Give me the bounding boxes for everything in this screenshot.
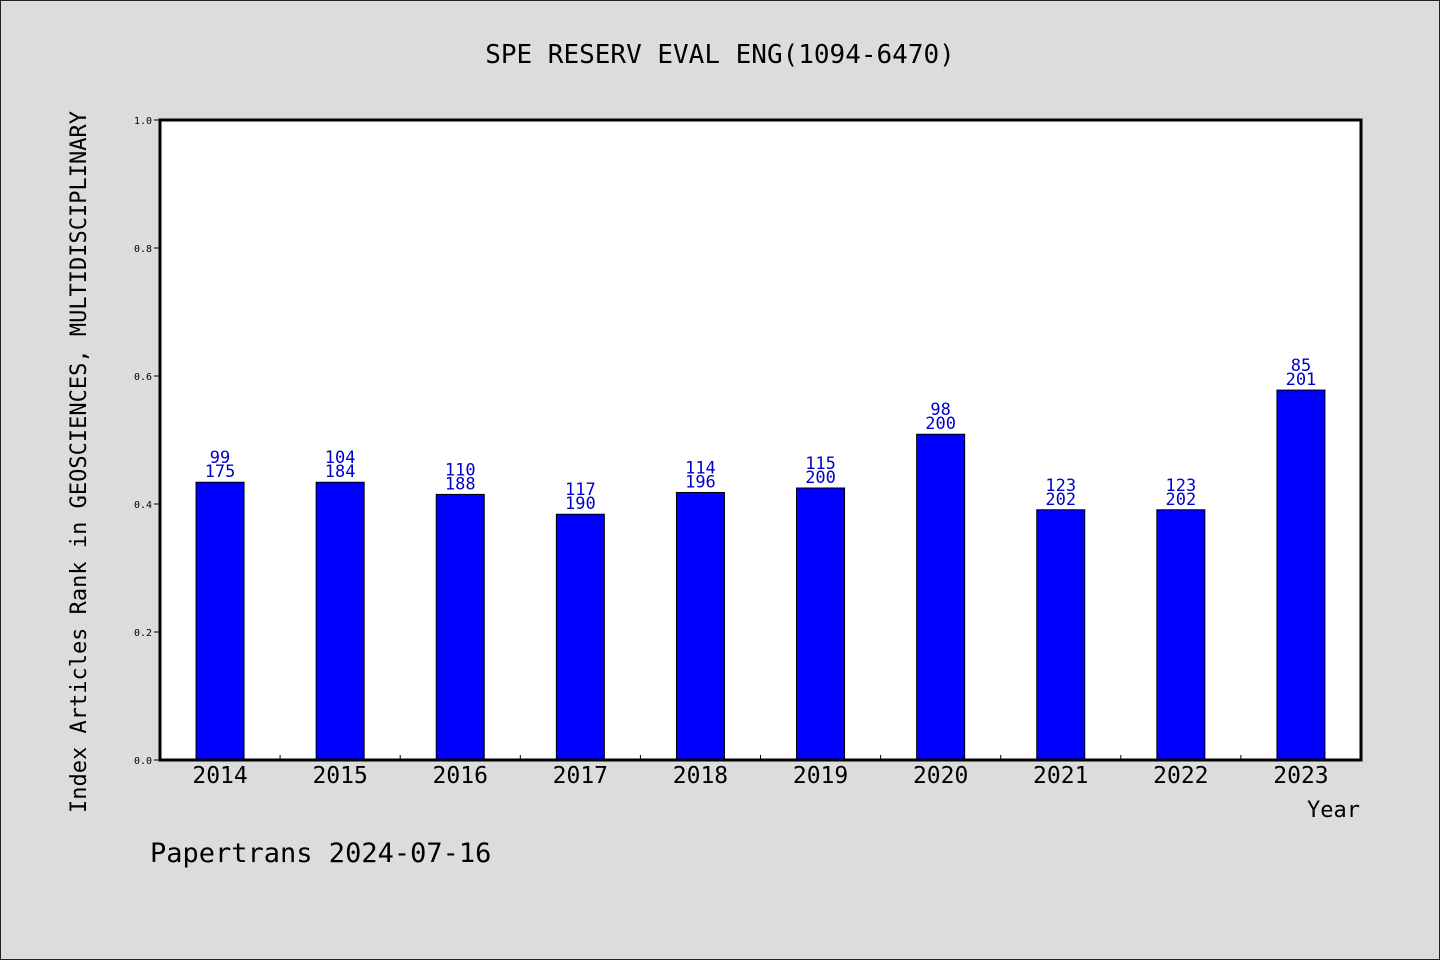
bar-total-label: 196 — [685, 472, 716, 492]
bar-rank-label: 104 — [325, 448, 356, 468]
bar — [1276, 389, 1326, 761]
bar-rank-label: 85 — [1291, 356, 1311, 376]
x-tick-label: 2014 — [192, 763, 247, 789]
x-tick-label: 2018 — [673, 763, 728, 789]
y-tick-label: 0.4 — [134, 500, 152, 511]
bar — [1036, 509, 1086, 761]
x-axis-label: Year — [1307, 798, 1360, 823]
bar — [796, 487, 846, 761]
bar — [555, 513, 605, 761]
bar-total-label: 184 — [325, 462, 356, 482]
x-tick-label: 2019 — [793, 763, 848, 789]
footer-credit: Papertrans 2024-07-16 — [150, 838, 491, 869]
x-tick-label: 2023 — [1273, 763, 1328, 789]
y-tick-label: 0.8 — [134, 244, 152, 255]
chart-title: SPE RESERV EVAL ENG(1094-6470) — [485, 40, 955, 70]
bar-series — [195, 389, 1326, 761]
bar-total-label: 202 — [1165, 490, 1196, 510]
bar-total-label: 202 — [1045, 490, 1076, 510]
bar — [675, 491, 725, 761]
bar — [195, 481, 245, 761]
bar-total-label: 175 — [205, 462, 236, 482]
y-tick-label: 0.2 — [134, 628, 152, 639]
bar-total-label: 188 — [445, 474, 476, 494]
y-tick-label: 1.0 — [134, 116, 152, 127]
x-tick-label: 2022 — [1153, 763, 1208, 789]
x-tick-label: 2015 — [312, 763, 367, 789]
bar-rank-label: 123 — [1165, 476, 1196, 496]
bar-total-label: 190 — [565, 494, 596, 514]
bar — [916, 433, 966, 761]
y-axis-label: Index Articles Rank in GEOSCIENCES, MULT… — [67, 111, 92, 813]
bar — [1156, 509, 1206, 761]
bar-rank-label: 98 — [930, 400, 950, 420]
bar-rank-label: 117 — [565, 480, 596, 500]
bar-rank-label: 110 — [445, 460, 476, 480]
bar-rank-label: 99 — [210, 448, 230, 468]
x-tick-label: 2021 — [1033, 763, 1088, 789]
y-tick-label: 0.0 — [134, 756, 152, 767]
x-tick-label: 2017 — [553, 763, 608, 789]
bar-rank-label: 115 — [805, 454, 836, 474]
bar-total-label: 200 — [805, 468, 836, 488]
bar-total-label: 200 — [925, 414, 956, 434]
plot-border — [158, 118, 1363, 762]
bar-rank-label: 123 — [1045, 476, 1076, 496]
x-tick-label: 2020 — [913, 763, 968, 789]
bar — [435, 493, 485, 761]
bar — [315, 481, 365, 761]
x-tick-label: 2016 — [433, 763, 488, 789]
bar-total-label: 201 — [1286, 370, 1317, 390]
bar-rank-label: 114 — [685, 458, 716, 478]
x-axis-ticks: 2014 2015 2016 2017 2018 2019 2020 2021 2022 2023 — [192, 755, 1329, 789]
y-tick-label: 0.6 — [134, 372, 152, 383]
y-axis-ticks: 0.0 0.2 0.4 0.6 0.8 1.0 — [134, 116, 160, 767]
